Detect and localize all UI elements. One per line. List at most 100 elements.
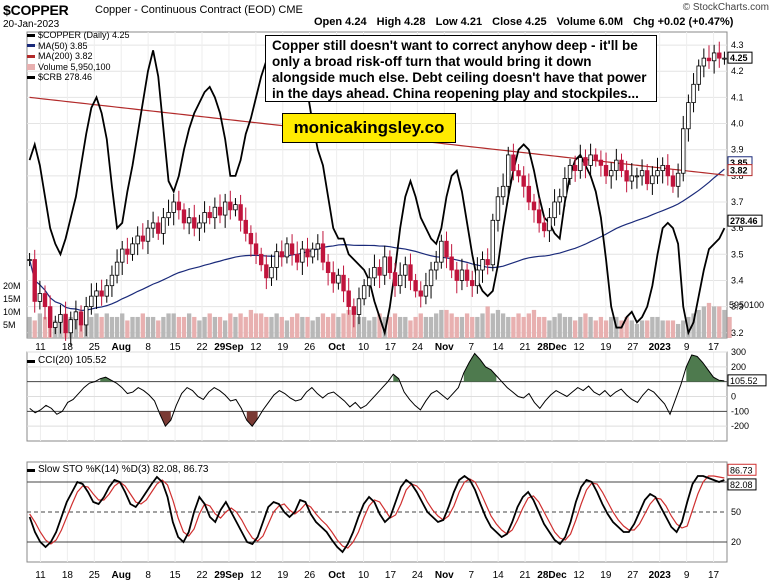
- candle-body: [27, 259, 32, 261]
- last-value-label: 278.46: [730, 216, 758, 226]
- volume-bar: [361, 316, 367, 338]
- legend-swatch: [27, 468, 35, 472]
- volume-bar: [500, 313, 506, 338]
- price-candle: [356, 287, 362, 325]
- price-candle: [711, 44, 717, 74]
- price-candle: [454, 261, 459, 294]
- sto-tick-label: 20: [731, 537, 741, 547]
- date-tick-label: 27: [627, 570, 639, 581]
- legend-swatch: [27, 63, 35, 70]
- candle-body: [264, 264, 269, 279]
- cci-legend: CCI(20) 105.52: [27, 355, 107, 367]
- volume-bar: [655, 316, 660, 338]
- candle-body: [614, 159, 619, 172]
- volume-bar: [717, 306, 722, 338]
- candle-body: [68, 319, 73, 334]
- volume-bar: [89, 316, 94, 338]
- candle-body: [439, 240, 444, 263]
- last-value-label: 105.52: [730, 376, 758, 386]
- legend-ma200-label: MA(200) 3.82: [38, 51, 93, 61]
- date-tick-label: 21: [520, 570, 532, 581]
- date-tick-label: 17: [385, 570, 397, 581]
- price-candle: [150, 211, 156, 238]
- volume-bar: [681, 320, 686, 338]
- volume-bar: [161, 316, 166, 338]
- price-candle: [171, 193, 176, 226]
- volume-bar: [464, 313, 470, 338]
- volume-bar: [341, 313, 346, 338]
- volume-bar: [99, 316, 104, 338]
- price-candle: [63, 301, 68, 341]
- price-candle: [53, 315, 58, 335]
- price-candle: [372, 254, 377, 286]
- price-candle: [531, 193, 537, 223]
- change-value: Chg +0.02 (+0.47%): [633, 16, 734, 28]
- volume-bar: [331, 313, 336, 338]
- price-candle: [428, 261, 434, 299]
- candle-body: [397, 274, 403, 287]
- price-candle: [207, 205, 212, 225]
- price-candle: [83, 296, 89, 337]
- date-tick-label: 22: [196, 570, 208, 581]
- candle-body: [192, 217, 197, 229]
- date-tick-label: 10: [358, 342, 370, 353]
- volume-bar: [259, 313, 264, 338]
- volume-bar: [567, 316, 573, 338]
- cci-tick-label: 0: [731, 392, 736, 402]
- volume-bar: [398, 316, 403, 338]
- price-candle: [665, 154, 671, 186]
- volume-bar: [186, 313, 192, 338]
- candle-body: [413, 280, 418, 292]
- volume-bar: [562, 316, 568, 338]
- price-candle: [593, 148, 598, 167]
- price-candle: [629, 163, 634, 190]
- candle-body: [624, 170, 629, 182]
- volume-bar: [675, 323, 681, 338]
- price-candle: [243, 207, 248, 242]
- candle-body: [289, 243, 295, 255]
- price-candle: [289, 234, 295, 266]
- price-candle: [542, 216, 547, 238]
- candle-body: [42, 293, 48, 308]
- candle-body: [701, 57, 707, 67]
- candle-body: [542, 222, 547, 232]
- price-candle: [284, 237, 290, 264]
- date-tick-label: 14: [493, 570, 505, 581]
- date-tick-label: 27: [627, 342, 639, 353]
- candle-body: [567, 164, 573, 179]
- cci-legend-label: CCI(20) 105.52: [38, 355, 107, 366]
- volume-bar: [691, 313, 696, 338]
- price-candle: [681, 115, 686, 182]
- legend-swatch: [27, 359, 35, 363]
- price-candle: [660, 157, 665, 184]
- commentary-box: Copper still doesn't want to correct any…: [265, 35, 657, 102]
- date-tick-label: 18: [62, 342, 74, 353]
- volume-bar: [624, 316, 629, 338]
- candle-body: [346, 290, 351, 308]
- price-candle: [233, 198, 238, 217]
- price-candle: [109, 265, 115, 297]
- high-value: High 4.28: [376, 16, 426, 28]
- date-tick-label: Aug: [112, 342, 131, 353]
- candle-body: [711, 52, 717, 62]
- price-candle: [552, 189, 557, 226]
- volume-bar: [367, 320, 372, 338]
- brand-banner[interactable]: monicakingsley.co: [282, 113, 456, 143]
- price-candle: [145, 220, 151, 255]
- candle-body: [258, 253, 264, 266]
- price-candle: [114, 249, 120, 284]
- legend-swatch: [27, 75, 35, 79]
- price-candle: [315, 234, 321, 261]
- candle-body: [506, 154, 511, 187]
- volume-bar: [207, 313, 212, 338]
- volume-bar: [490, 313, 495, 338]
- volume-bar: [104, 313, 109, 338]
- volume-bar: [269, 316, 274, 338]
- volume-bar: [377, 313, 382, 338]
- volume-bar: [722, 309, 727, 338]
- volume-bar: [27, 316, 32, 338]
- date-tick-label: Aug: [112, 570, 131, 581]
- cci-fill: [463, 353, 497, 382]
- price-candle: [511, 143, 516, 181]
- volume-bar: [42, 316, 48, 338]
